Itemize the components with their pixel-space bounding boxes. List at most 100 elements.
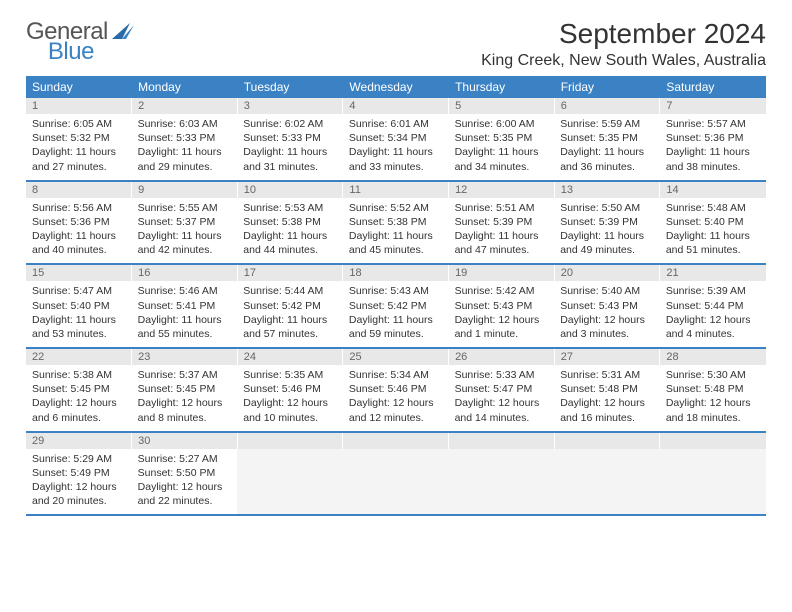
day-d1: Daylight: 11 hours xyxy=(455,229,549,243)
day-cell: Sunrise: 5:30 AMSunset: 5:48 PMDaylight:… xyxy=(660,365,766,432)
day-d1: Daylight: 12 hours xyxy=(666,396,760,410)
day-sunrise: Sunrise: 5:31 AM xyxy=(560,368,654,382)
day-sunset: Sunset: 5:32 PM xyxy=(32,131,126,145)
day-d1: Daylight: 12 hours xyxy=(138,396,232,410)
day-d2: and 1 minute. xyxy=(455,327,549,341)
daynum-row: 15161718192021 xyxy=(26,264,766,281)
day-number: 11 xyxy=(343,181,449,198)
day-d1: Daylight: 11 hours xyxy=(32,313,126,327)
day-number: 4 xyxy=(343,98,449,114)
day-sunrise: Sunrise: 6:03 AM xyxy=(138,117,232,131)
day-d1: Daylight: 12 hours xyxy=(455,313,549,327)
day-sunset: Sunset: 5:39 PM xyxy=(560,215,654,229)
title-block: September 2024 King Creek, New South Wal… xyxy=(481,18,766,70)
day-d2: and 53 minutes. xyxy=(32,327,126,341)
day-number: 27 xyxy=(554,348,660,365)
day-sunset: Sunset: 5:42 PM xyxy=(243,299,337,313)
day-sunset: Sunset: 5:43 PM xyxy=(455,299,549,313)
day-d2: and 47 minutes. xyxy=(455,243,549,257)
day-sunset: Sunset: 5:47 PM xyxy=(455,382,549,396)
day-d2: and 34 minutes. xyxy=(455,160,549,174)
day-d2: and 42 minutes. xyxy=(138,243,232,257)
day-cell: Sunrise: 5:47 AMSunset: 5:40 PMDaylight:… xyxy=(26,281,132,348)
day-number: 20 xyxy=(554,264,660,281)
day-number: 23 xyxy=(132,348,238,365)
week-row: Sunrise: 5:38 AMSunset: 5:45 PMDaylight:… xyxy=(26,365,766,432)
day-number xyxy=(343,432,449,449)
day-sunrise: Sunrise: 5:47 AM xyxy=(32,284,126,298)
day-d2: and 55 minutes. xyxy=(138,327,232,341)
header: General Blue September 2024 King Creek, … xyxy=(26,18,766,70)
day-sunset: Sunset: 5:36 PM xyxy=(666,131,760,145)
day-sunset: Sunset: 5:33 PM xyxy=(138,131,232,145)
day-cell: Sunrise: 6:00 AMSunset: 5:35 PMDaylight:… xyxy=(449,114,555,181)
dow-thursday: Thursday xyxy=(449,76,555,98)
day-sunset: Sunset: 5:43 PM xyxy=(560,299,654,313)
day-sunset: Sunset: 5:37 PM xyxy=(138,215,232,229)
day-d1: Daylight: 12 hours xyxy=(32,396,126,410)
days-of-week-row: Sunday Monday Tuesday Wednesday Thursday… xyxy=(26,76,766,98)
day-sunrise: Sunrise: 5:59 AM xyxy=(560,117,654,131)
day-number: 1 xyxy=(26,98,132,114)
day-sunrise: Sunrise: 5:53 AM xyxy=(243,201,337,215)
day-d1: Daylight: 12 hours xyxy=(560,396,654,410)
day-d1: Daylight: 11 hours xyxy=(32,145,126,159)
day-sunrise: Sunrise: 6:00 AM xyxy=(455,117,549,131)
day-cell xyxy=(449,449,555,516)
day-d1: Daylight: 11 hours xyxy=(349,145,443,159)
day-d2: and 12 minutes. xyxy=(349,411,443,425)
day-sunset: Sunset: 5:45 PM xyxy=(32,382,126,396)
day-cell: Sunrise: 5:31 AMSunset: 5:48 PMDaylight:… xyxy=(554,365,660,432)
dow-tuesday: Tuesday xyxy=(237,76,343,98)
day-sunset: Sunset: 5:42 PM xyxy=(349,299,443,313)
day-cell xyxy=(660,449,766,516)
dow-wednesday: Wednesday xyxy=(343,76,449,98)
day-sunrise: Sunrise: 5:46 AM xyxy=(138,284,232,298)
day-number: 13 xyxy=(554,181,660,198)
day-number: 9 xyxy=(132,181,238,198)
logo: General Blue xyxy=(26,18,184,46)
dow-sunday: Sunday xyxy=(26,76,132,98)
day-cell: Sunrise: 5:50 AMSunset: 5:39 PMDaylight:… xyxy=(554,198,660,265)
day-sunset: Sunset: 5:33 PM xyxy=(243,131,337,145)
logo-text-blue: Blue xyxy=(48,38,94,66)
day-number xyxy=(554,432,660,449)
day-sunrise: Sunrise: 5:38 AM xyxy=(32,368,126,382)
day-d2: and 33 minutes. xyxy=(349,160,443,174)
day-number: 14 xyxy=(660,181,766,198)
day-sunset: Sunset: 5:45 PM xyxy=(138,382,232,396)
day-number: 17 xyxy=(237,264,343,281)
day-number xyxy=(660,432,766,449)
day-cell: Sunrise: 5:34 AMSunset: 5:46 PMDaylight:… xyxy=(343,365,449,432)
day-sunset: Sunset: 5:36 PM xyxy=(32,215,126,229)
week-row: Sunrise: 6:05 AMSunset: 5:32 PMDaylight:… xyxy=(26,114,766,181)
calendar-table: Sunday Monday Tuesday Wednesday Thursday… xyxy=(26,76,766,516)
calendar-body: 1234567Sunrise: 6:05 AMSunset: 5:32 PMDa… xyxy=(26,98,766,515)
day-number: 24 xyxy=(237,348,343,365)
day-d2: and 29 minutes. xyxy=(138,160,232,174)
day-cell: Sunrise: 5:43 AMSunset: 5:42 PMDaylight:… xyxy=(343,281,449,348)
day-sunset: Sunset: 5:35 PM xyxy=(455,131,549,145)
day-sunrise: Sunrise: 5:51 AM xyxy=(455,201,549,215)
day-number: 10 xyxy=(237,181,343,198)
day-number: 19 xyxy=(449,264,555,281)
month-title: September 2024 xyxy=(481,18,766,50)
day-sunrise: Sunrise: 5:27 AM xyxy=(138,452,232,466)
day-d2: and 36 minutes. xyxy=(560,160,654,174)
day-sunrise: Sunrise: 5:33 AM xyxy=(455,368,549,382)
day-number xyxy=(237,432,343,449)
week-row: Sunrise: 5:56 AMSunset: 5:36 PMDaylight:… xyxy=(26,198,766,265)
day-cell: Sunrise: 5:53 AMSunset: 5:38 PMDaylight:… xyxy=(237,198,343,265)
day-sunrise: Sunrise: 5:56 AM xyxy=(32,201,126,215)
day-sunset: Sunset: 5:35 PM xyxy=(560,131,654,145)
day-d1: Daylight: 11 hours xyxy=(560,229,654,243)
day-d1: Daylight: 11 hours xyxy=(138,229,232,243)
day-d1: Daylight: 11 hours xyxy=(32,229,126,243)
day-d1: Daylight: 12 hours xyxy=(455,396,549,410)
day-d2: and 45 minutes. xyxy=(349,243,443,257)
day-number: 22 xyxy=(26,348,132,365)
day-number: 3 xyxy=(237,98,343,114)
day-cell: Sunrise: 5:46 AMSunset: 5:41 PMDaylight:… xyxy=(132,281,238,348)
day-cell: Sunrise: 5:33 AMSunset: 5:47 PMDaylight:… xyxy=(449,365,555,432)
day-sunrise: Sunrise: 5:40 AM xyxy=(560,284,654,298)
